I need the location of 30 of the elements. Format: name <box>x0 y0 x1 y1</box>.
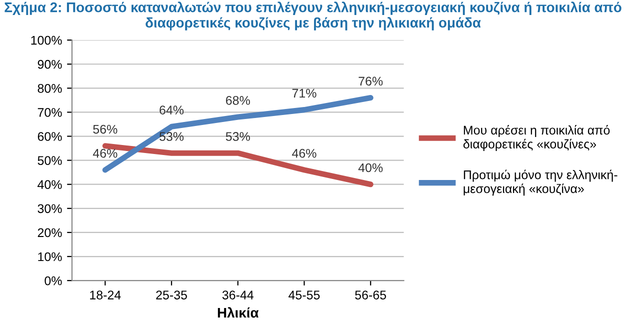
x-tick-label: 25-35 <box>156 290 187 300</box>
data-label: 76% <box>358 76 383 86</box>
y-tick-label: 70% <box>38 108 62 117</box>
y-tick-label: 100% <box>31 36 62 45</box>
y-tick-label: 80% <box>38 84 62 93</box>
x-tick-label: 56-65 <box>355 290 386 300</box>
y-tick-label: 50% <box>38 156 62 165</box>
x-tick-label: 45-55 <box>288 290 320 300</box>
data-label: 68% <box>226 96 250 105</box>
x-tick-label: 18-24 <box>90 290 121 300</box>
data-label: 46% <box>92 148 118 158</box>
y-tick-label: 20% <box>38 228 62 238</box>
data-label: 71% <box>292 88 316 98</box>
y-tick-label: 30% <box>38 204 62 214</box>
y-tick-label: 90% <box>38 60 62 69</box>
data-label: 53% <box>160 132 184 141</box>
data-label: 56% <box>93 124 118 134</box>
y-tick-label: 10% <box>38 252 62 262</box>
legend-label: Προτιμώ μόνο την ελληνική- μεσογειακή «κουζίνα» <box>464 170 618 196</box>
chart-title: Σχήμα 2: Ποσοστό καταναλωτών που επιλέγουν ελληνική-μεσογειακή κουζίνα ή ποικιλία από διαφορετικές κουζίνες με βάση την ηλικιακή ομάδα <box>4 2 622 30</box>
y-tick-label: 60% <box>38 132 62 141</box>
data-label: 46% <box>292 148 316 158</box>
legend-label: Μου αρέσει η ποικιλία από διαφορετικές «κουζίνες» <box>463 125 610 151</box>
x-tick-label: 36-44 <box>222 290 254 300</box>
x-axis-title: Ηλικία <box>218 307 259 318</box>
y-tick-label: 40% <box>38 180 62 190</box>
data-label: 40% <box>358 163 383 172</box>
data-label: 53% <box>226 132 250 141</box>
data-label: 64% <box>160 106 184 114</box>
y-tick-label: 0% <box>44 276 62 286</box>
